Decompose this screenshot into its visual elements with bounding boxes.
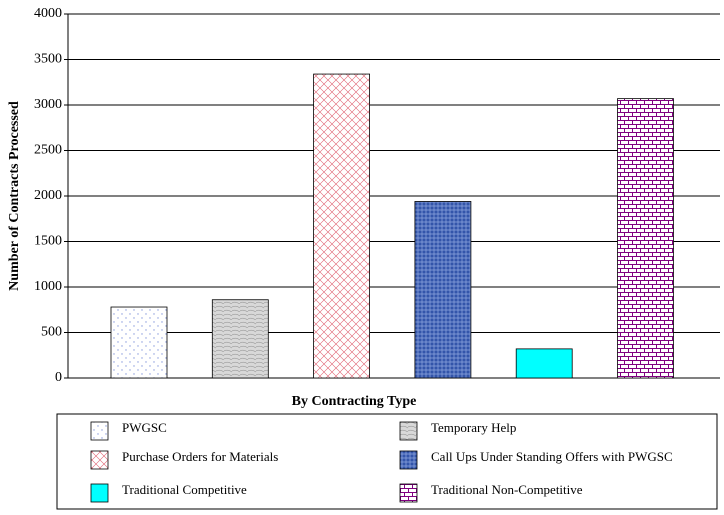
legend-swatch: [90, 421, 109, 441]
legend-swatch: [90, 483, 109, 503]
bar: [110, 306, 168, 379]
y-tick-label: 4000: [34, 6, 62, 21]
legend-label: Temporary Help: [431, 420, 516, 435]
legend-label: PWGSC: [122, 420, 167, 435]
y-tick-label: 2000: [34, 188, 62, 203]
bar: [211, 299, 269, 379]
y-tick-label: 3000: [34, 97, 62, 112]
y-tick-label: 1500: [34, 234, 62, 249]
y-tick-label: 2500: [34, 143, 62, 158]
legend-label: Call Ups Under Standing Offers with PWGS…: [431, 449, 673, 464]
legend-swatch: [399, 483, 418, 503]
y-tick-label: 1000: [34, 279, 62, 294]
legend-label: Traditional Competitive: [122, 482, 247, 497]
bar: [617, 98, 674, 379]
legend-label: Traditional Non-Competitive: [431, 482, 583, 497]
y-tick-label: 500: [41, 325, 62, 340]
bar: [313, 73, 371, 379]
legend-swatch: [90, 450, 109, 470]
bar: [414, 201, 472, 379]
y-tick-label: 0: [55, 370, 62, 385]
y-tick-label: 3500: [34, 52, 62, 67]
bar: [515, 348, 573, 379]
legend-box: [56, 413, 718, 510]
x-axis-title: By Contracting Type: [292, 394, 417, 409]
legend-swatch: [399, 421, 418, 441]
y-axis-title: Number of Contracts Processed: [7, 101, 22, 291]
legend-label: Purchase Orders for Materials: [122, 449, 278, 464]
legend-swatch: [399, 450, 418, 470]
